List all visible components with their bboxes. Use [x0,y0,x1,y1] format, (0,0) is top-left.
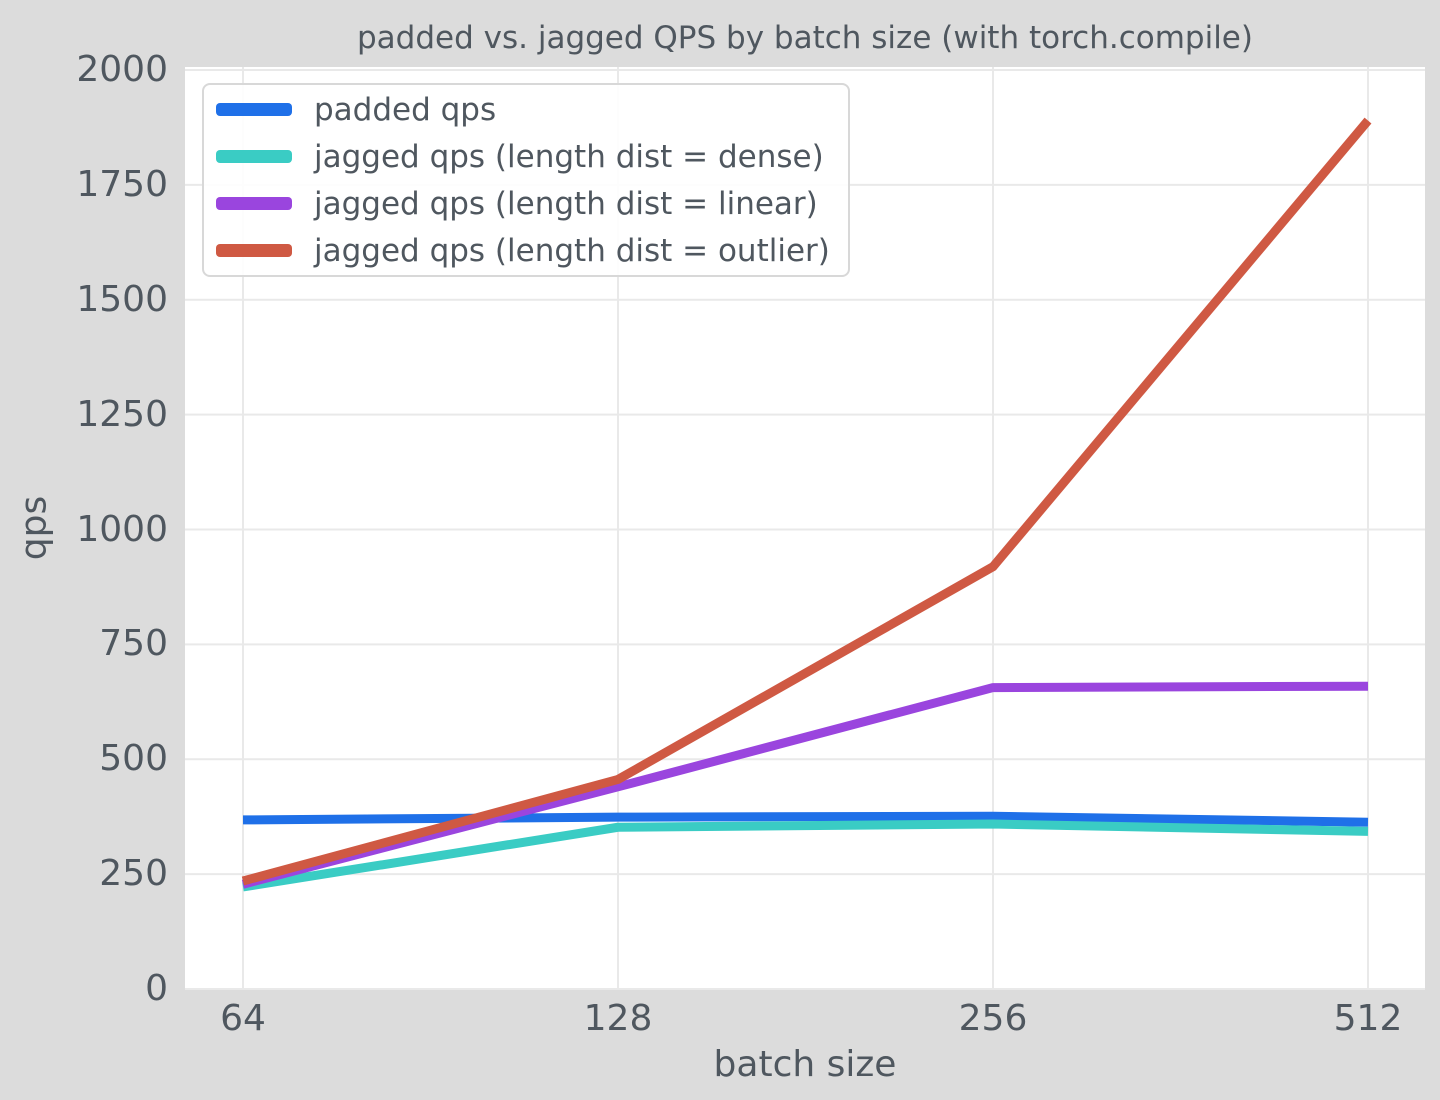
legend-label: jagged qps (length dist = linear) [314,185,818,222]
series-line [241,681,1369,889]
series-line [242,819,1369,892]
legend-label: padded qps [314,91,497,128]
legend-label: jagged qps (length dist = dense) [314,138,824,175]
legend-row: jagged qps (length dist = linear) [216,180,830,227]
x-axis-label: batch size [713,1044,897,1085]
chart-canvas [185,67,1425,990]
legend-swatch [216,150,292,163]
legend-row: jagged qps (length dist = outlier) [216,227,830,274]
y-tick-label: 2000 [76,49,168,90]
y-tick-label: 500 [99,738,168,780]
x-tick-label: 64 [220,998,266,1039]
y-tick-label: 0 [145,968,168,1009]
legend-row: padded qps [216,86,830,133]
series-line [242,811,1369,827]
legend-swatch [216,103,292,116]
y-tick-label: 750 [99,623,168,665]
x-tick-label: 256 [958,998,1028,1039]
y-tick-label: 1750 [76,163,168,205]
y-tick-label: 1250 [76,393,168,435]
legend-swatch [216,197,292,210]
y-tick-label: 250 [99,853,168,895]
plot-area: padded qps jagged qps (length dist = dens… [185,67,1425,990]
y-tick-label: 1000 [76,508,168,550]
y-tick-label: 1500 [76,278,168,320]
legend-label: jagged qps (length dist = outlier) [314,232,830,269]
x-tick-label: 128 [583,998,653,1039]
x-tick-label: 512 [1333,998,1403,1039]
legend-swatch [216,244,292,257]
legend-row: jagged qps (length dist = dense) [216,133,830,180]
chart-title: padded vs. jagged QPS by batch size (wit… [357,20,1253,56]
series-line [241,117,1372,886]
legend: padded qps jagged qps (length dist = dens… [202,83,850,277]
